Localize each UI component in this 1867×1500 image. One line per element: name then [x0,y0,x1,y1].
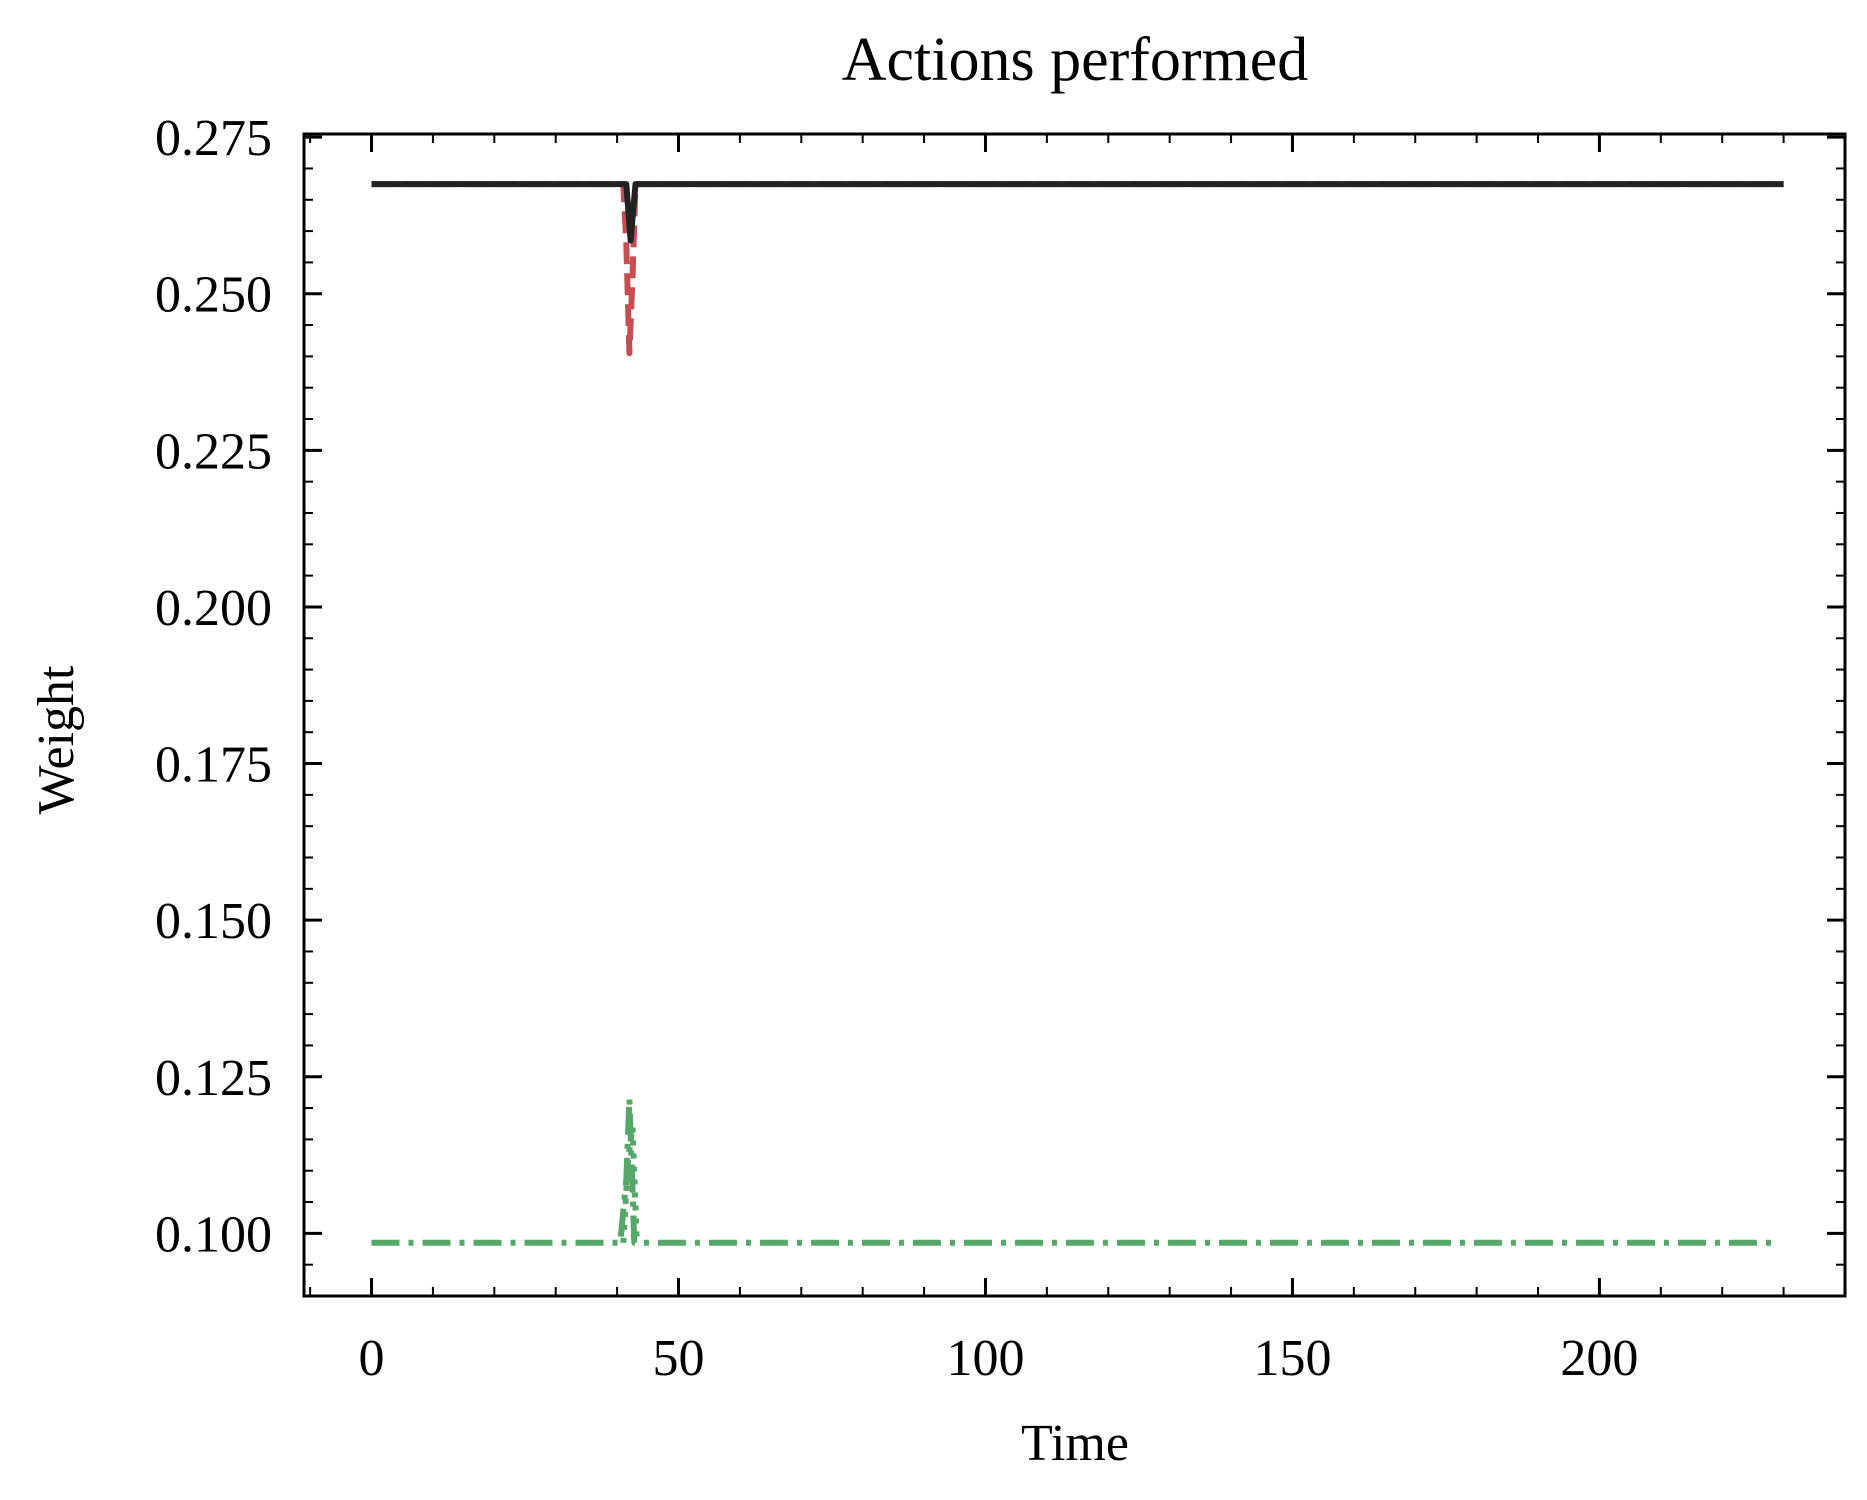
y-axis-label: Weight [28,665,85,814]
x-tick-label: 0 [359,1330,385,1387]
y-tick-label: 0.175 [155,737,272,794]
series-line-1 [371,181,1784,357]
axes-frame [302,132,1847,1298]
series-line-4 [620,1123,640,1243]
y-tick-label: 0.225 [155,423,272,480]
series-line-3 [371,1095,1772,1246]
x-tick-label: 150 [1253,1330,1331,1387]
axes-ticks: 0 50 100 150 200 0.100 0.125 0.150 0.175 0.200 0.2… [155,110,1846,1387]
x-tick-label: 50 [653,1330,705,1387]
x-tick-label: 200 [1560,1330,1638,1387]
y-tick-label: 0.250 [155,267,272,324]
series-line-2 [371,181,1784,244]
x-axis-label: Time [1021,1415,1129,1472]
y-tick-label: 0.200 [155,580,272,637]
y-tick-label: 0.125 [155,1050,272,1107]
chart-title: Actions performed [842,26,1309,94]
y-tick-label: 0.100 [155,1206,272,1263]
plot-area [371,181,1784,1246]
y-tick-label: 0.275 [155,110,272,167]
x-tick-label: 100 [946,1330,1024,1387]
y-tick-label: 0.150 [155,893,272,950]
